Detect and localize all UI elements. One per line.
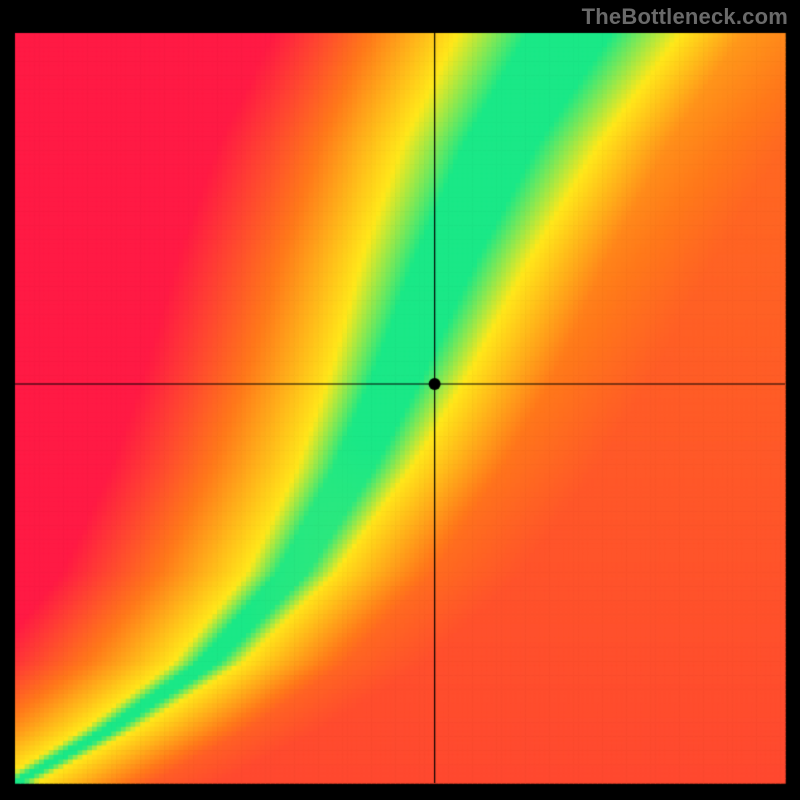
chart-container: TheBottleneck.com [0, 0, 800, 800]
watermark-label: TheBottleneck.com [582, 4, 788, 30]
bottleneck-heatmap-canvas [0, 0, 800, 800]
